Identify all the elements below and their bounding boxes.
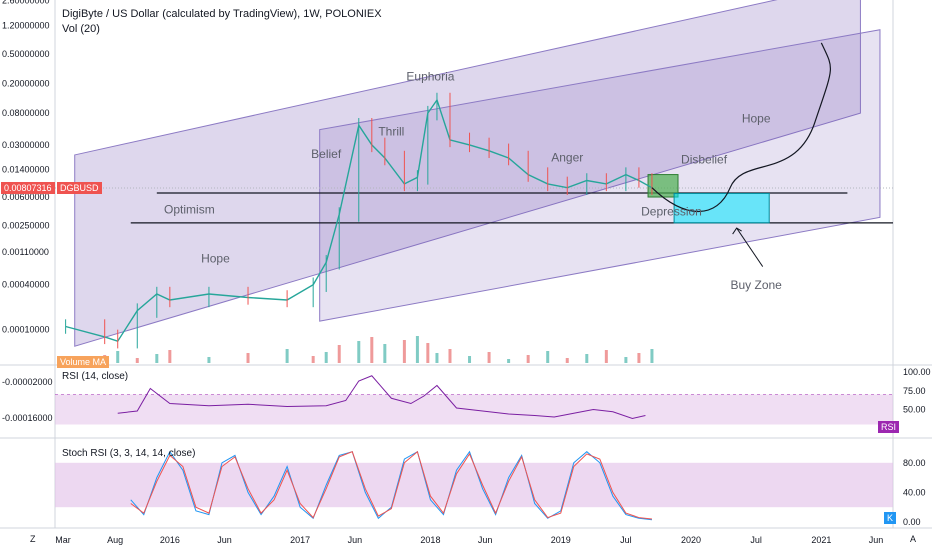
annotation-label: Depression <box>641 204 702 218</box>
volume-bar <box>507 359 511 363</box>
price-tick-label: 0.00040000 <box>2 280 50 290</box>
corner-z[interactable]: Z <box>30 534 36 544</box>
price-tick-label: 0.50000000 <box>2 49 50 59</box>
arrow-head <box>732 227 742 235</box>
time-tick-label: 2016 <box>160 535 180 545</box>
projection-path <box>651 42 831 212</box>
volume-bar <box>624 357 628 363</box>
stoch-tick-label: 80.00 <box>903 458 926 468</box>
stoch-tick-label: 40.00 <box>903 487 926 497</box>
volume-bar <box>585 354 589 363</box>
volume-ma-label: Volume MA <box>57 356 110 368</box>
price-tick-label: 0.00600000 <box>2 192 50 202</box>
volume-bar <box>311 356 315 363</box>
volume-bar <box>487 352 491 363</box>
channel-inner <box>319 29 881 322</box>
price-tick-label: 0.00250000 <box>2 220 50 230</box>
volume-bar <box>565 358 569 363</box>
time-tick-label: Jul <box>750 535 762 545</box>
price-tick-label: 2.60000000 <box>2 0 50 5</box>
volume-subtitle: Vol (20) <box>62 23 100 35</box>
time-tick-label: Mar <box>55 535 71 545</box>
rsi-title: RSI (14, close) <box>62 371 129 382</box>
volume-bar <box>435 353 439 363</box>
rsi-tick-label: 50.00 <box>903 405 926 415</box>
stoch-line <box>130 450 653 520</box>
price-tick-label: 1.20000000 <box>2 20 50 30</box>
volume-bar <box>448 349 452 363</box>
stoch-rsi-title: Stoch RSI (3, 3, 14, 14, close) <box>62 448 196 459</box>
rsi-band <box>55 394 893 425</box>
volume-bar <box>246 353 250 363</box>
price-tick-label: 0.20000000 <box>2 78 50 88</box>
buy-zone-box <box>673 192 770 224</box>
volume-bar <box>370 337 374 363</box>
time-tick-label: 2018 <box>420 535 440 545</box>
volume-bar <box>415 336 419 363</box>
buy-zone-arrow <box>736 227 764 267</box>
rsi-tick-label: 100.00 <box>903 367 931 377</box>
time-tick-label: Jun <box>348 535 363 545</box>
time-tick-label: 2021 <box>811 535 831 545</box>
volume-bar <box>426 343 430 363</box>
annotation-label: Disbelief <box>681 152 728 166</box>
volume-bar <box>337 345 341 363</box>
volume-bar <box>402 340 406 363</box>
volume-bar <box>116 351 120 363</box>
corner-a[interactable]: A <box>910 534 917 544</box>
volume-bar <box>357 341 361 363</box>
annotation-label: Hope <box>201 251 230 265</box>
time-tick-label: Jun <box>478 535 493 545</box>
volume-bar <box>155 354 159 363</box>
time-tick-label: 2019 <box>551 535 571 545</box>
price-tick-label: 0.03000000 <box>2 140 50 150</box>
volume-bar <box>324 352 328 363</box>
volume-bar <box>546 351 550 363</box>
volume-bar <box>207 357 211 363</box>
annotation-label: Optimism <box>164 203 215 217</box>
volume-bar <box>468 356 472 363</box>
volume-bar <box>135 358 139 363</box>
rsi-line <box>117 375 646 420</box>
annotation-label: Belief <box>311 147 342 161</box>
time-tick-label: Jun <box>869 535 884 545</box>
annotation-label: Buy Zone <box>730 278 782 292</box>
annotation-label: Thrill <box>378 125 404 139</box>
channel-outer <box>74 0 861 347</box>
price-tick-label: 0.08000000 <box>2 108 50 118</box>
price-tag-symbol: DGBUSD <box>57 182 102 194</box>
rsi-label: RSI <box>878 421 900 433</box>
price-tick-label: -0.00016000 <box>2 413 53 423</box>
price-tag-value: 0.00807316 <box>1 182 55 194</box>
volume-bar <box>383 344 387 363</box>
annotation-label: Euphoria <box>406 69 454 83</box>
price-tick-label: 0.00110000 <box>2 247 49 257</box>
stoch-band <box>55 462 893 508</box>
stoch-tick-label: 0.00 <box>903 517 921 527</box>
annotation-label: Anger <box>551 150 583 164</box>
price-tick-label: 0.00010000 <box>2 325 50 335</box>
volume-bar <box>650 349 654 363</box>
time-tick-label: 2020 <box>681 535 701 545</box>
rsi-tick-label: 75.00 <box>903 386 926 396</box>
time-tick-label: 2017 <box>290 535 310 545</box>
time-tick-label: Aug <box>107 535 123 545</box>
volume-bar <box>637 353 641 363</box>
volume-bar <box>604 350 608 363</box>
time-tick-label: Jul <box>620 535 632 545</box>
annotation-label: Hope <box>742 111 771 125</box>
price-tick-label: 0.01400000 <box>2 165 50 175</box>
volume-bar <box>168 350 172 363</box>
time-tick-label: Jun <box>217 535 232 545</box>
chart-title: DigiByte / US Dollar (calculated by Trad… <box>62 8 382 20</box>
volume-bar <box>526 355 530 363</box>
green-box <box>647 174 679 198</box>
volume-bar <box>285 349 289 363</box>
price-tick-label: -0.00002000 <box>2 377 53 387</box>
stoch-k-label: K <box>884 512 897 524</box>
